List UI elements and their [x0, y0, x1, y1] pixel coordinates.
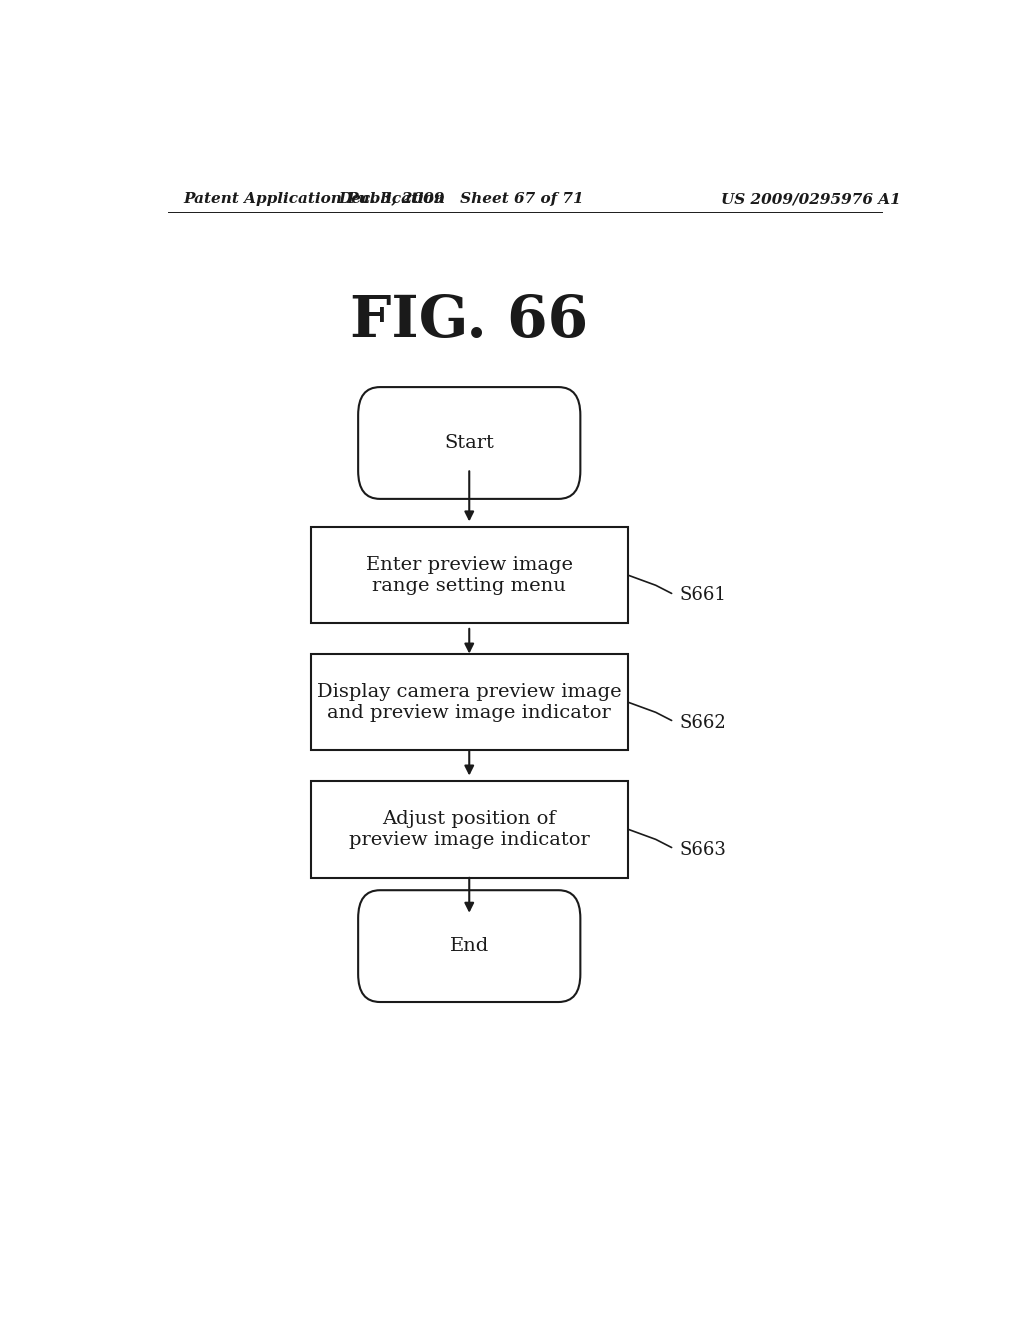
Text: Display camera preview image
and preview image indicator: Display camera preview image and preview…	[317, 682, 622, 722]
FancyBboxPatch shape	[358, 890, 581, 1002]
Text: End: End	[450, 937, 488, 956]
Text: S661: S661	[680, 586, 726, 605]
Bar	[310, 781, 628, 878]
Text: Adjust position of
preview image indicator: Adjust position of preview image indicat…	[349, 810, 590, 849]
Text: Start: Start	[444, 434, 495, 451]
Bar	[310, 653, 628, 751]
Text: US 2009/0295976 A1: US 2009/0295976 A1	[721, 191, 900, 206]
Text: S662: S662	[680, 714, 726, 731]
Text: Dec. 3, 2009   Sheet 67 of 71: Dec. 3, 2009 Sheet 67 of 71	[339, 191, 584, 206]
FancyBboxPatch shape	[358, 387, 581, 499]
Text: FIG. 66: FIG. 66	[350, 293, 589, 348]
Bar	[310, 527, 628, 623]
Text: Patent Application Publication: Patent Application Publication	[183, 191, 445, 206]
Text: Enter preview image
range setting menu: Enter preview image range setting menu	[366, 556, 572, 594]
Text: S663: S663	[680, 841, 726, 858]
